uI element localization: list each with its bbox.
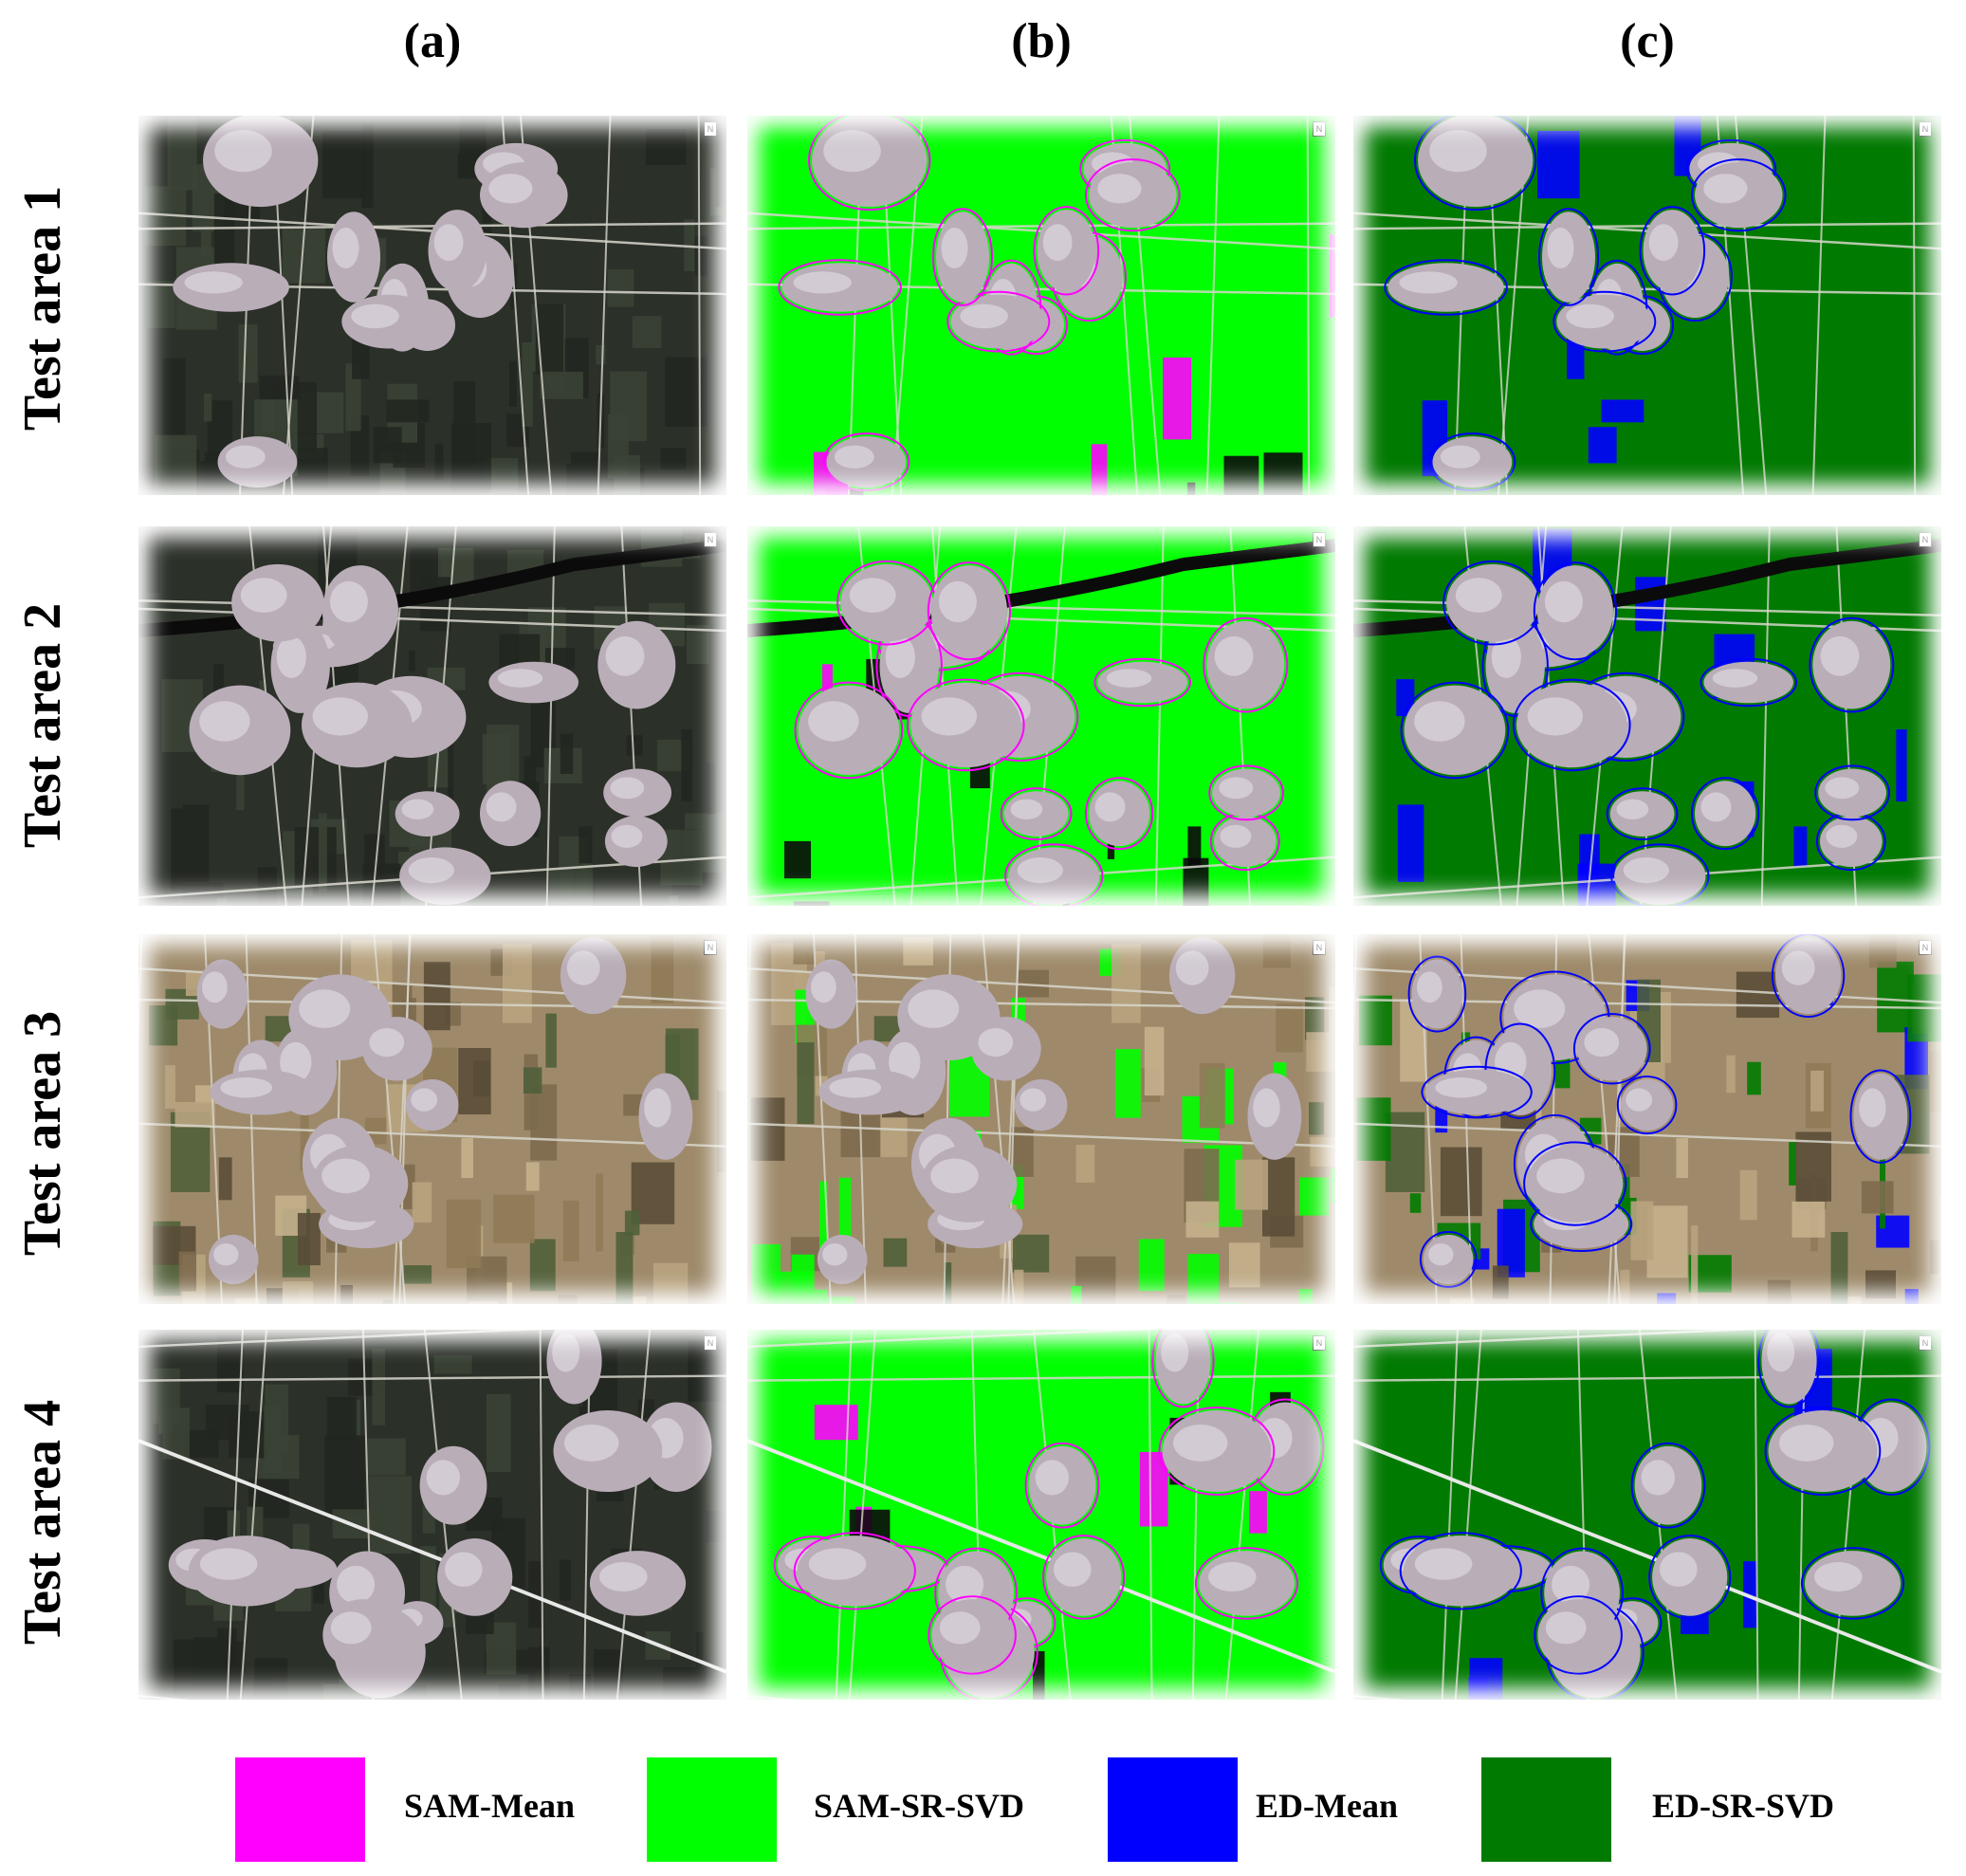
north-arrow-icon: N (704, 121, 717, 137)
north-arrow-icon: N (1919, 532, 1932, 547)
row-label-test-area-2: Test area 2 (13, 602, 72, 849)
image-tile-area-2-col-c: N (1353, 526, 1941, 906)
north-arrow-icon: N (704, 940, 717, 955)
satellite-image (1353, 934, 1941, 1304)
legend-label-ed-mean: ED-Mean (1256, 1787, 1398, 1825)
image-tile-area-1-col-c: N (1353, 116, 1941, 495)
legend-label-sam-sr-svd: SAM-SR-SVD (814, 1787, 1025, 1825)
column-header-c: (c) (1620, 14, 1675, 68)
satellite-image (747, 116, 1335, 495)
column-header-a: (a) (403, 14, 462, 68)
image-tile-area-2-col-b: N (747, 526, 1335, 906)
north-arrow-icon: N (704, 1335, 717, 1351)
legend-swatch-sam-sr-svd (647, 1757, 777, 1862)
row-label-test-area-1: Test area 1 (13, 185, 72, 432)
legend-label-sam-mean: SAM-Mean (404, 1787, 575, 1825)
column-header-b: (b) (1011, 14, 1072, 68)
satellite-image (138, 526, 726, 906)
satellite-image (138, 1330, 726, 1700)
legend-swatch-ed-mean (1108, 1757, 1238, 1862)
satellite-image (138, 934, 726, 1304)
satellite-image (747, 1330, 1335, 1700)
north-arrow-icon: N (1313, 121, 1326, 137)
north-arrow-icon: N (1313, 940, 1326, 955)
legend-swatch-sam-mean (235, 1757, 365, 1862)
north-arrow-icon: N (1919, 1335, 1932, 1351)
row-label-test-area-3: Test area 3 (13, 1010, 72, 1257)
image-tile-area-1-col-b: N (747, 116, 1335, 495)
image-tile-area-3-col-b: N (747, 934, 1335, 1304)
legend-label-ed-sr-svd: ED-SR-SVD (1652, 1787, 1835, 1825)
north-arrow-icon: N (1919, 121, 1932, 137)
north-arrow-icon: N (1313, 1335, 1326, 1351)
satellite-image (1353, 1330, 1941, 1700)
north-arrow-icon: N (704, 532, 717, 547)
north-arrow-icon: N (1313, 532, 1326, 547)
satellite-image (747, 526, 1335, 906)
row-label-test-area-4: Test area 4 (13, 1399, 72, 1646)
satellite-image (1353, 116, 1941, 495)
image-tile-area-1-col-a: N (138, 116, 726, 495)
image-tile-area-3-col-a: N (138, 934, 726, 1304)
image-tile-area-3-col-c: N (1353, 934, 1941, 1304)
image-tile-area-4-col-b: N (747, 1330, 1335, 1700)
image-tile-area-4-col-c: N (1353, 1330, 1941, 1700)
image-tile-area-4-col-a: N (138, 1330, 726, 1700)
image-tile-area-2-col-a: N (138, 526, 726, 906)
satellite-image (1353, 526, 1941, 906)
legend-swatch-ed-sr-svd (1481, 1757, 1611, 1862)
satellite-image (747, 934, 1335, 1304)
satellite-image (138, 116, 726, 495)
north-arrow-icon: N (1919, 940, 1932, 955)
